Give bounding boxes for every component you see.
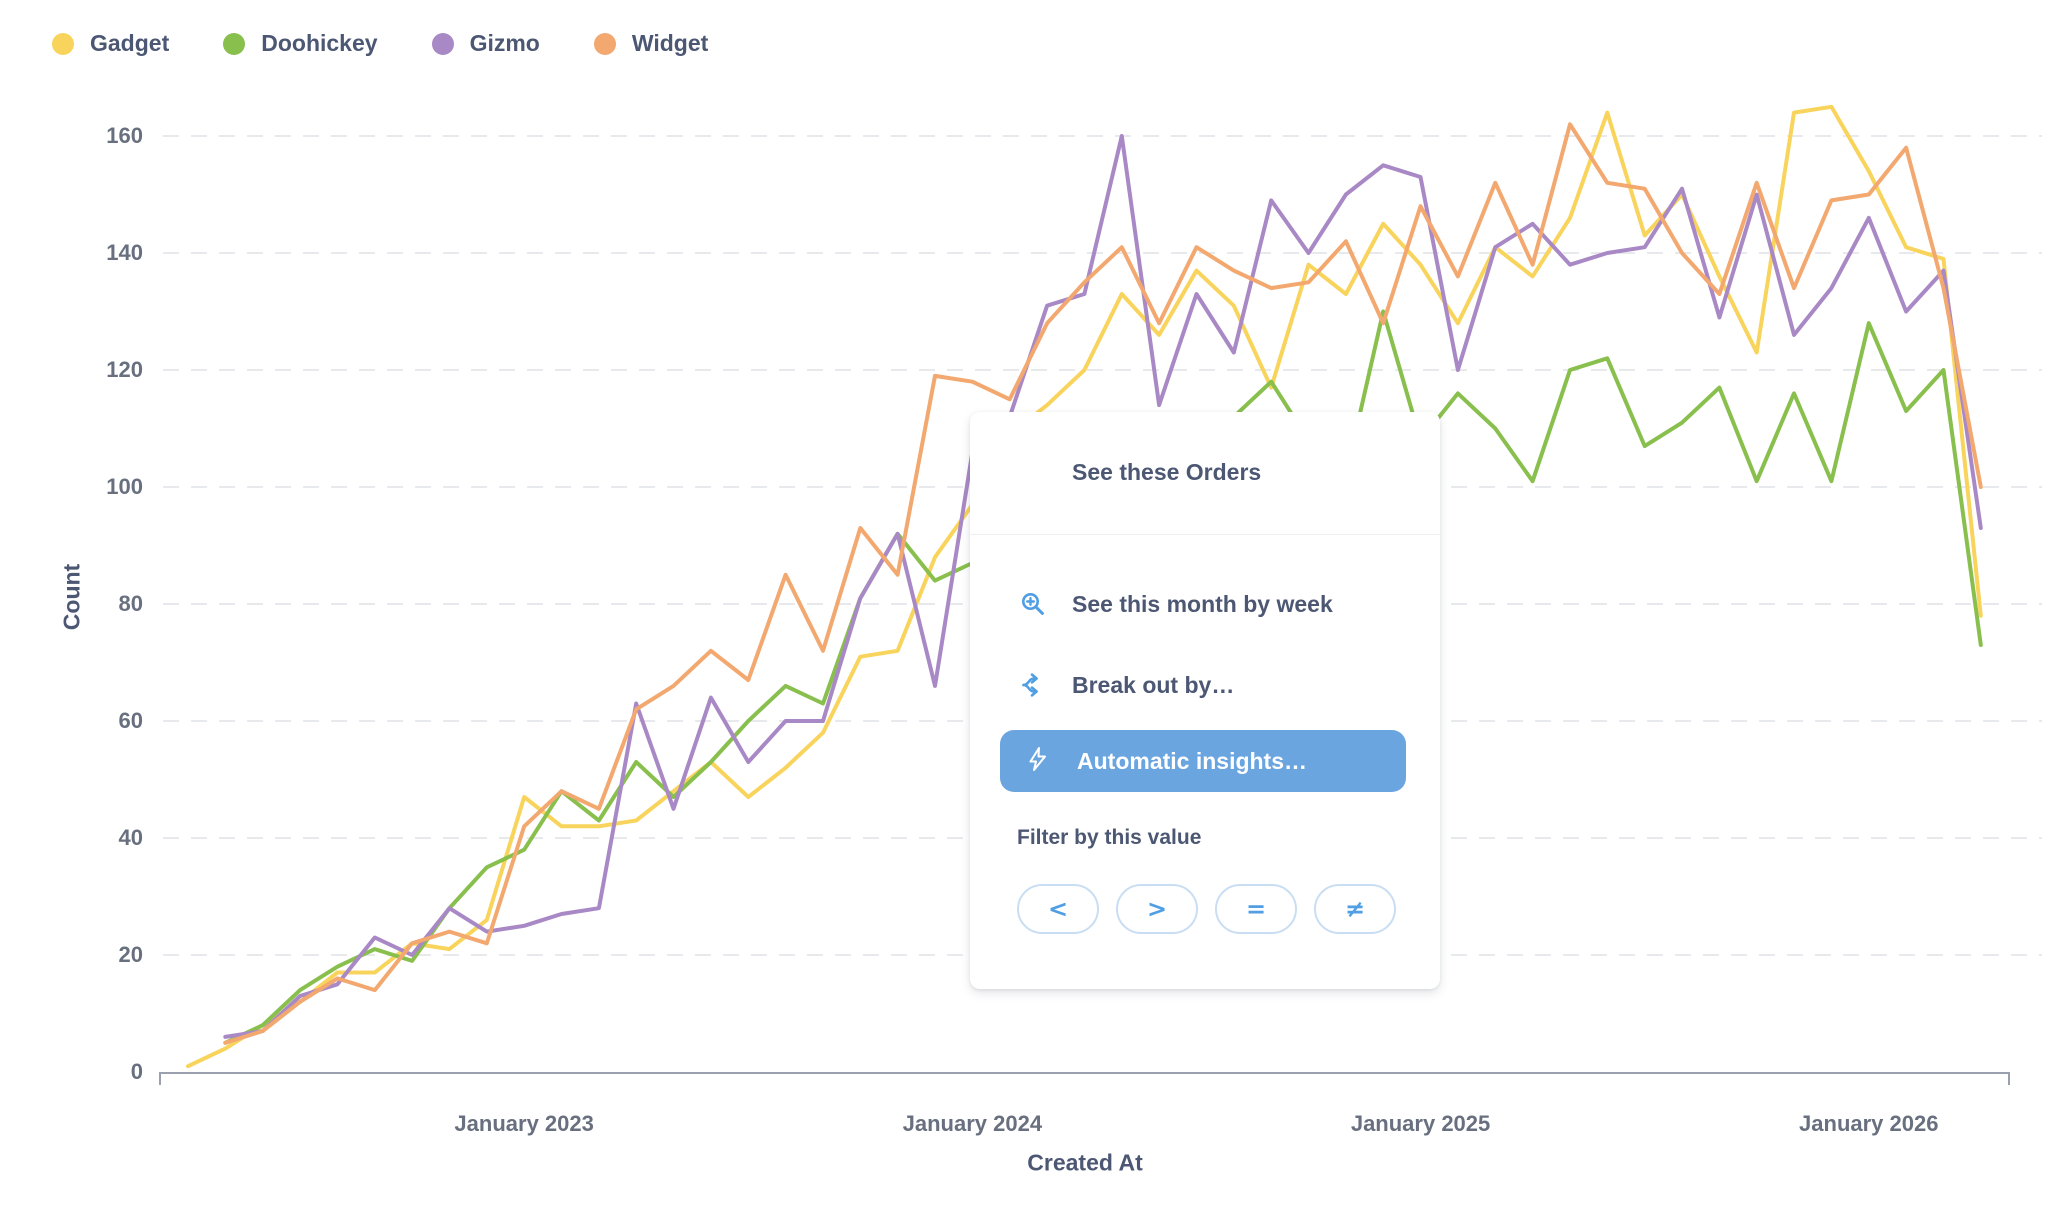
y-tick-100: 100 xyxy=(106,474,143,499)
legend-item-gizmo[interactable]: Gizmo xyxy=(431,30,540,57)
bolt-icon xyxy=(1025,746,1051,777)
menu-item-see-month-by-week[interactable]: See this month by week xyxy=(970,568,1440,640)
legend-item-gadget[interactable]: Gadget xyxy=(52,30,169,57)
chart-click-actions-popover: See these Orders See this month by week xyxy=(970,412,1440,989)
chart-legend: Gadget Doohickey Gizmo Widget xyxy=(52,30,708,57)
legend-dot-icon xyxy=(52,32,74,55)
menu-item-label: Automatic insights… xyxy=(1077,747,1308,774)
zoom-in-icon xyxy=(1020,591,1046,617)
legend-label: Gadget xyxy=(90,30,170,56)
legend-label: Widget xyxy=(631,30,709,56)
filter-operator-row: < > = ≠ xyxy=(1017,884,1396,934)
y-tick-0: 0 xyxy=(130,1059,143,1084)
menu-item-label: See these Orders xyxy=(1072,458,1262,485)
filter-equals-button[interactable]: = xyxy=(1215,884,1297,934)
automatic-insights-button[interactable]: Automatic insights… xyxy=(1000,730,1406,792)
x-axis-title: Created At xyxy=(1027,1149,1143,1176)
branch-icon xyxy=(1020,672,1046,698)
filter-less-than-button[interactable]: < xyxy=(1017,884,1099,934)
filter-not-equals-button[interactable]: ≠ xyxy=(1314,884,1396,934)
legend-label: Doohickey xyxy=(261,30,378,56)
filter-by-value-label: Filter by this value xyxy=(1017,826,1202,849)
table-grid-icon xyxy=(1020,459,1046,485)
popup-divider xyxy=(970,534,1440,535)
x-tick-january-2026: January 2026 xyxy=(1799,1111,1939,1136)
y-tick-140: 140 xyxy=(106,240,143,265)
y-tick-160: 160 xyxy=(106,123,143,148)
legend-item-widget[interactable]: Widget xyxy=(593,30,709,57)
menu-item-label: See this month by week xyxy=(1072,590,1333,617)
legend-dot-icon xyxy=(223,32,246,55)
x-axis-line xyxy=(159,1072,2010,1085)
y-tick-80: 80 xyxy=(118,591,143,616)
y-tick-40: 40 xyxy=(118,825,143,850)
menu-item-label: Break out by… xyxy=(1072,671,1235,698)
y-axis-title: Count xyxy=(58,563,85,631)
legend-dot-icon xyxy=(593,32,616,55)
legend-dot-icon xyxy=(431,32,454,55)
y-tick-20: 20 xyxy=(118,942,143,967)
series-line-widget[interactable] xyxy=(223,122,1983,1045)
x-tick-january-2024: January 2024 xyxy=(902,1111,1043,1136)
filter-greater-than-button[interactable]: > xyxy=(1116,884,1198,934)
menu-item-break-out-by[interactable]: Break out by… xyxy=(970,650,1440,720)
legend-label: Gizmo xyxy=(469,30,540,56)
y-tick-60: 60 xyxy=(118,708,143,733)
x-tick-january-2023: January 2023 xyxy=(454,1111,594,1136)
legend-item-doohickey[interactable]: Doohickey xyxy=(223,30,378,57)
x-tick-january-2025: January 2025 xyxy=(1350,1111,1491,1136)
y-tick-120: 120 xyxy=(106,357,143,382)
series-line-gizmo[interactable] xyxy=(223,134,1983,1039)
menu-item-see-these-orders[interactable]: See these Orders xyxy=(970,436,1440,508)
